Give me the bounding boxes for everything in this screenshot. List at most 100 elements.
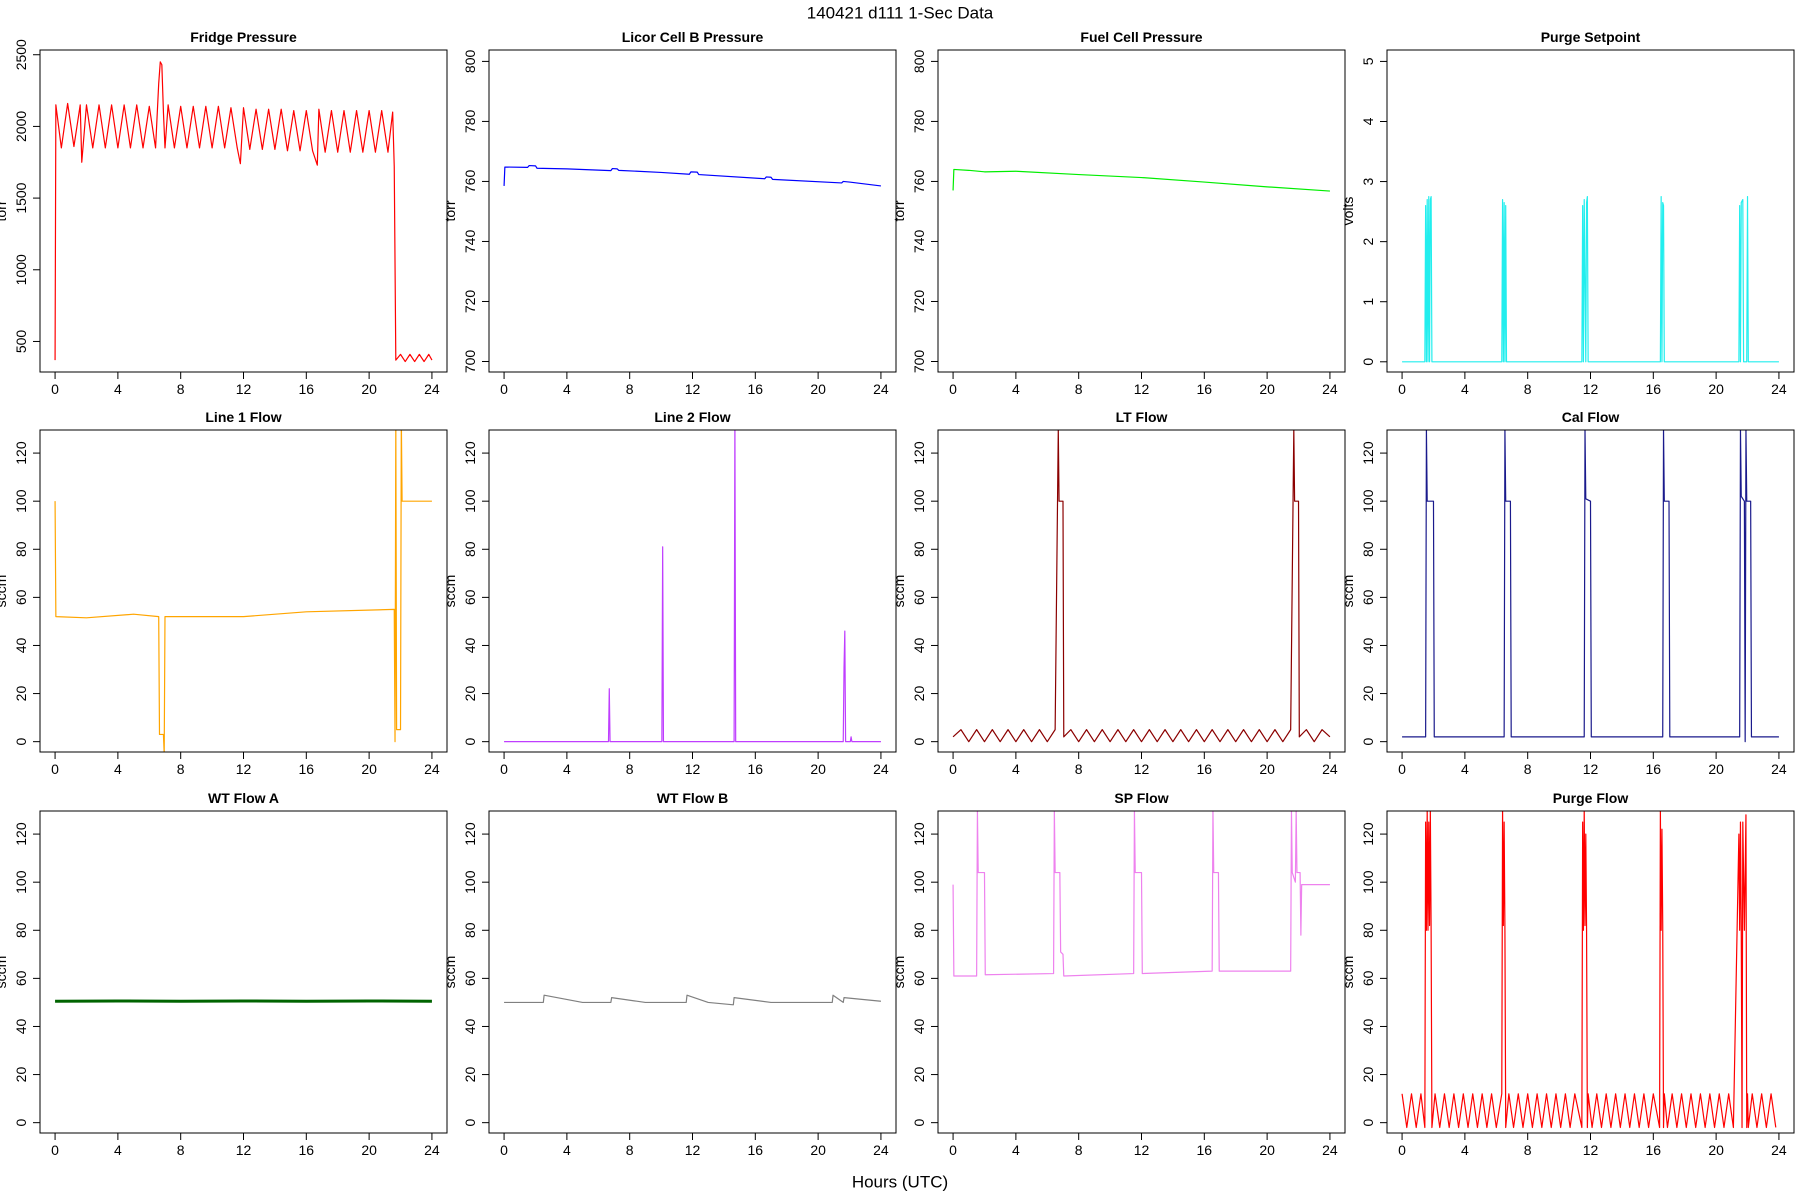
y-tick-label: 40 (462, 1018, 478, 1034)
x-tick-label: 8 (626, 381, 634, 397)
y-tick-label: 1500 (13, 182, 29, 213)
x-tick-label: 12 (236, 761, 252, 777)
x-tick-label: 8 (626, 1142, 634, 1158)
y-tick-label: 120 (911, 822, 927, 846)
x-tick-label: 16 (1646, 1142, 1662, 1158)
x-tick-label: 4 (1012, 1142, 1020, 1158)
y-tick-label: 760 (911, 170, 927, 194)
data-line (54, 61, 433, 363)
plot-frame (488, 49, 897, 373)
data-line (952, 811, 1330, 977)
y-tick-label: 100 (911, 489, 927, 513)
x-tick-label: 4 (1461, 761, 1469, 777)
plot-frame (39, 429, 448, 753)
y-tick-label: 60 (1360, 970, 1376, 986)
x-tick-label: 0 (51, 381, 59, 397)
y-tick-label: 0 (911, 1119, 927, 1127)
plot-area (952, 811, 1330, 977)
x-tick-label: 16 (1197, 381, 1213, 397)
y-tick-label: 20 (1360, 686, 1376, 702)
x-tick-label: 4 (1461, 381, 1469, 397)
data-line (504, 994, 881, 1006)
y-tick-label: 760 (462, 170, 478, 194)
data-line (504, 430, 881, 743)
x-tick-label: 4 (114, 381, 122, 397)
panel-title: Cal Flow (1562, 409, 1620, 425)
y-tick-label: 100 (13, 489, 29, 513)
x-tick-label: 0 (500, 1142, 508, 1158)
y-tick-label: 780 (911, 110, 927, 134)
x-tick-label: 24 (1322, 1142, 1338, 1158)
x-tick-label: 4 (114, 1142, 122, 1158)
y-tick-label: 120 (462, 441, 478, 465)
y-tick-label: 60 (1360, 589, 1376, 605)
x-tick-label: 24 (873, 381, 889, 397)
y-axis-label: sccm (1340, 956, 1356, 989)
y-tick-label: 0 (1360, 358, 1376, 366)
y-tick-label: 80 (1360, 922, 1376, 938)
x-tick-label: 12 (236, 1142, 252, 1158)
plot-frame (1386, 49, 1795, 373)
x-tick-label: 20 (810, 1142, 826, 1158)
x-tick-label: 12 (685, 1142, 701, 1158)
plot-area (952, 430, 1331, 743)
x-tick-label: 20 (1708, 1142, 1724, 1158)
plot-frame (39, 810, 448, 1134)
y-tick-label: 20 (1360, 1067, 1376, 1083)
data-line (1402, 430, 1779, 743)
panel-title: Fuel Cell Pressure (1080, 29, 1202, 45)
x-tick-label: 0 (51, 761, 59, 777)
y-tick-label: 40 (911, 637, 927, 653)
x-tick-label: 4 (1012, 381, 1020, 397)
x-tick-label: 8 (177, 1142, 185, 1158)
x-tick-label: 24 (424, 1142, 440, 1158)
x-tick-label: 16 (748, 1142, 764, 1158)
x-tick-label: 4 (1012, 761, 1020, 777)
x-tick-label: 0 (949, 381, 957, 397)
y-tick-label: 700 (462, 350, 478, 374)
x-tick-label: 20 (1259, 761, 1275, 777)
x-tick-label: 0 (1398, 381, 1406, 397)
x-tick-label: 4 (563, 761, 571, 777)
y-axis-label: sccm (0, 956, 9, 989)
y-tick-label: 120 (1360, 441, 1376, 465)
x-tick-label: 8 (1075, 381, 1083, 397)
y-axis-label: torr (891, 200, 907, 221)
y-tick-label: 20 (462, 1067, 478, 1083)
x-tick-label: 12 (1134, 761, 1150, 777)
y-axis-label: sccm (891, 575, 907, 608)
x-tick-label: 20 (361, 761, 377, 777)
y-tick-label: 0 (1360, 738, 1376, 746)
x-tick-label: 8 (177, 761, 185, 777)
x-tick-label: 24 (424, 761, 440, 777)
x-tick-label: 20 (810, 761, 826, 777)
y-tick-label: 740 (911, 230, 927, 254)
y-tick-label: 80 (462, 541, 478, 557)
x-tick-label: 16 (1197, 761, 1213, 777)
x-tick-label: 12 (1134, 381, 1150, 397)
y-tick-label: 0 (462, 1119, 478, 1127)
data-line (1401, 811, 1777, 1129)
x-tick-label: 16 (748, 761, 764, 777)
y-tick-label: 0 (911, 738, 927, 746)
plot-area (1402, 195, 1779, 363)
y-tick-label: 500 (13, 330, 29, 354)
plot-frame (937, 429, 1346, 753)
plot-frame (937, 810, 1346, 1134)
y-axis-label: sccm (442, 575, 458, 608)
y-tick-label: 120 (1360, 822, 1376, 846)
x-tick-label: 24 (424, 381, 440, 397)
plot-area (1401, 811, 1777, 1129)
plot-area (54, 61, 433, 363)
y-tick-label: 1 (1360, 298, 1376, 306)
x-tick-label: 4 (563, 1142, 571, 1158)
y-tick-label: 20 (911, 1067, 927, 1083)
x-axis-label: Hours (UTC) (852, 1172, 948, 1191)
y-tick-label: 2 (1360, 238, 1376, 246)
plot-area (504, 994, 881, 1006)
data-line (952, 168, 1330, 192)
y-axis-label: sccm (1340, 575, 1356, 608)
x-tick-label: 20 (810, 381, 826, 397)
plot-frame (39, 49, 448, 373)
